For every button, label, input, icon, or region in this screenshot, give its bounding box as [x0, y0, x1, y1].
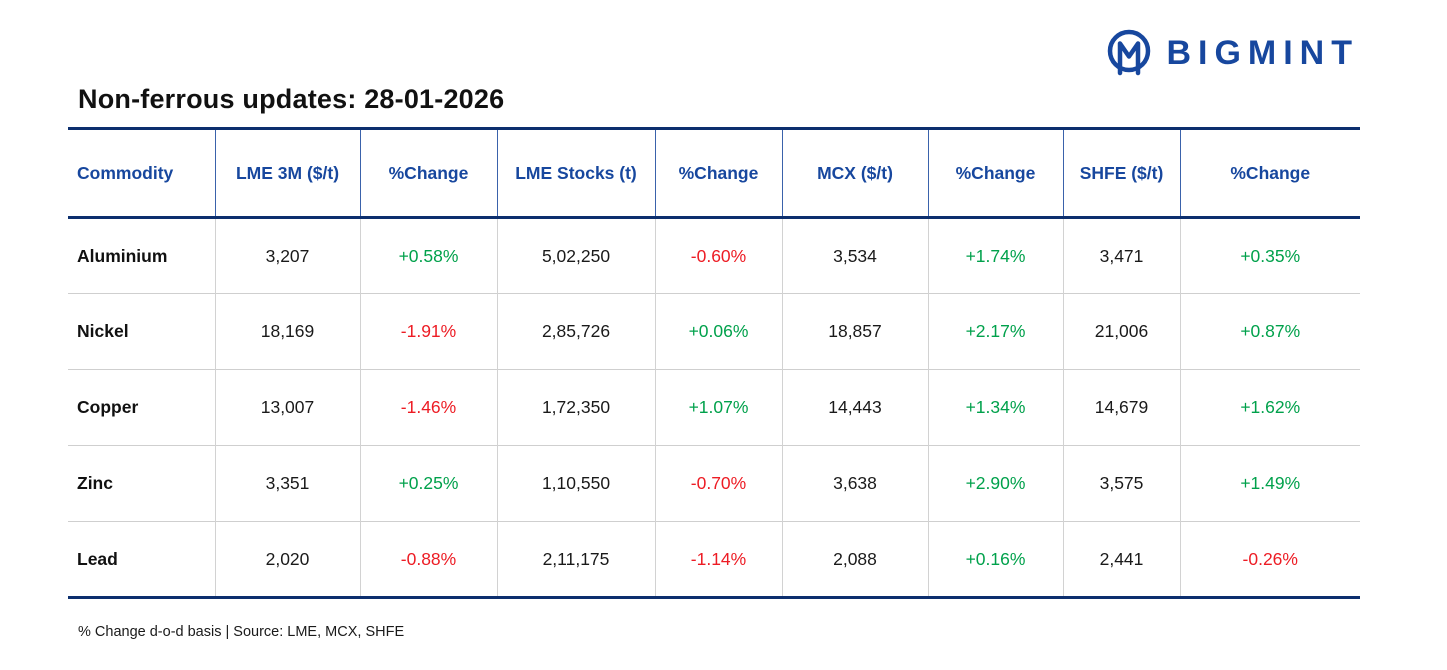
- mcx-change-cell: +2.17%: [927, 293, 1063, 370]
- col-header-mcx: MCX ($/t): [781, 128, 928, 218]
- lme-stocks-change-cell: +0.06%: [654, 293, 782, 370]
- shfe-change-cell: +1.49%: [1179, 445, 1360, 522]
- table-row-lead: Lead 2,020 -0.88% 2,11,175 -1.14% 2,088 …: [68, 521, 1360, 598]
- commodity-cell: Copper: [77, 397, 139, 417]
- commodity-table: Commodity LME 3M ($/t) %Change LME Stock…: [68, 127, 1360, 599]
- col-header-shfe-change: %Change: [1179, 128, 1360, 218]
- col-header-shfe: SHFE ($/t): [1062, 128, 1180, 218]
- lme-stocks-change-cell: -0.70%: [654, 445, 782, 522]
- commodity-cell: Lead: [77, 548, 118, 569]
- table-row-zinc: Zinc 3,351 +0.25% 1,10,550 -0.70% 3,638 …: [68, 445, 1360, 522]
- lme-3m-cell: 3,351: [214, 445, 360, 522]
- commodity-cell: Nickel: [77, 321, 129, 341]
- mcx-cell: 3,534: [781, 217, 928, 294]
- shfe-change-cell: +0.87%: [1179, 293, 1360, 370]
- lme-3m-cell: 3,207: [214, 217, 360, 294]
- table-row-copper: Copper 13,007 -1.46% 1,72,350 +1.07% 14,…: [68, 369, 1360, 446]
- bigmint-logo-icon: [1108, 29, 1151, 76]
- commodity-cell: Zinc: [77, 473, 113, 493]
- commodity-table-wrap: Commodity LME 3M ($/t) %Change LME Stock…: [68, 127, 1360, 599]
- lme-3m-change-cell: -0.88%: [359, 521, 497, 598]
- lme-stocks-cell: 1,10,550: [496, 445, 655, 522]
- lme-3m-cell: 18,169: [214, 293, 360, 370]
- table-row-aluminium: Aluminium 3,207 +0.58% 5,02,250 -0.60% 3…: [68, 217, 1360, 294]
- col-header-mcx-change: %Change: [927, 128, 1063, 218]
- shfe-change-cell: +0.35%: [1179, 217, 1360, 294]
- mcx-cell: 2,088: [781, 521, 928, 598]
- lme-3m-cell: 2,020: [214, 521, 360, 598]
- lme-stocks-change-cell: -0.60%: [654, 217, 782, 294]
- lme-3m-change-cell: -1.46%: [359, 369, 497, 446]
- shfe-cell: 2,441: [1062, 521, 1180, 598]
- header-row: Commodity LME 3M ($/t) %Change LME Stock…: [68, 128, 1360, 218]
- footnote: % Change d-o-d basis | Source: LME, MCX,…: [78, 624, 405, 640]
- col-header-lme-3m-change: %Change: [359, 128, 497, 218]
- shfe-cell: 21,006: [1062, 293, 1180, 370]
- shfe-cell: 3,471: [1062, 217, 1180, 294]
- lme-stocks-cell: 5,02,250: [496, 217, 655, 294]
- col-header-commodity: Commodity: [77, 162, 174, 183]
- lme-3m-change-cell: +0.58%: [359, 217, 497, 294]
- lme-3m-cell: 13,007: [214, 369, 360, 446]
- shfe-change-cell: -0.26%: [1179, 521, 1360, 598]
- lme-3m-change-cell: +0.25%: [359, 445, 497, 522]
- col-header-lme-stocks-change: %Change: [654, 128, 782, 218]
- commodity-cell: Aluminium: [77, 245, 168, 266]
- mcx-cell: 14,443: [781, 369, 928, 446]
- mcx-cell: 18,857: [781, 293, 928, 370]
- table-row-nickel: Nickel 18,169 -1.91% 2,85,726 +0.06% 18,…: [68, 293, 1360, 370]
- bigmint-logo: BIGMINT: [1104, 28, 1359, 78]
- lme-stocks-change-cell: +1.07%: [654, 369, 782, 446]
- shfe-cell: 14,679: [1062, 369, 1180, 446]
- brand-name: BIGMINT: [1166, 33, 1359, 72]
- shfe-cell: 3,575: [1062, 445, 1180, 522]
- shfe-change-cell: +1.62%: [1179, 369, 1360, 446]
- page-title: Non-ferrous updates: 28-01-2026: [78, 84, 505, 114]
- lme-stocks-change-cell: -1.14%: [654, 521, 782, 598]
- mcx-change-cell: +1.74%: [927, 217, 1063, 294]
- lme-3m-change-cell: -1.91%: [359, 293, 497, 370]
- lme-stocks-cell: 1,72,350: [496, 369, 655, 446]
- col-header-lme-stocks: LME Stocks (t): [496, 128, 655, 218]
- lme-stocks-cell: 2,11,175: [496, 521, 655, 598]
- mcx-cell: 3,638: [781, 445, 928, 522]
- col-header-lme-3m: LME 3M ($/t): [214, 128, 360, 218]
- mcx-change-cell: +2.90%: [927, 445, 1063, 522]
- mcx-change-cell: +0.16%: [927, 521, 1063, 598]
- mcx-change-cell: +1.34%: [927, 369, 1063, 446]
- lme-stocks-cell: 2,85,726: [496, 293, 655, 370]
